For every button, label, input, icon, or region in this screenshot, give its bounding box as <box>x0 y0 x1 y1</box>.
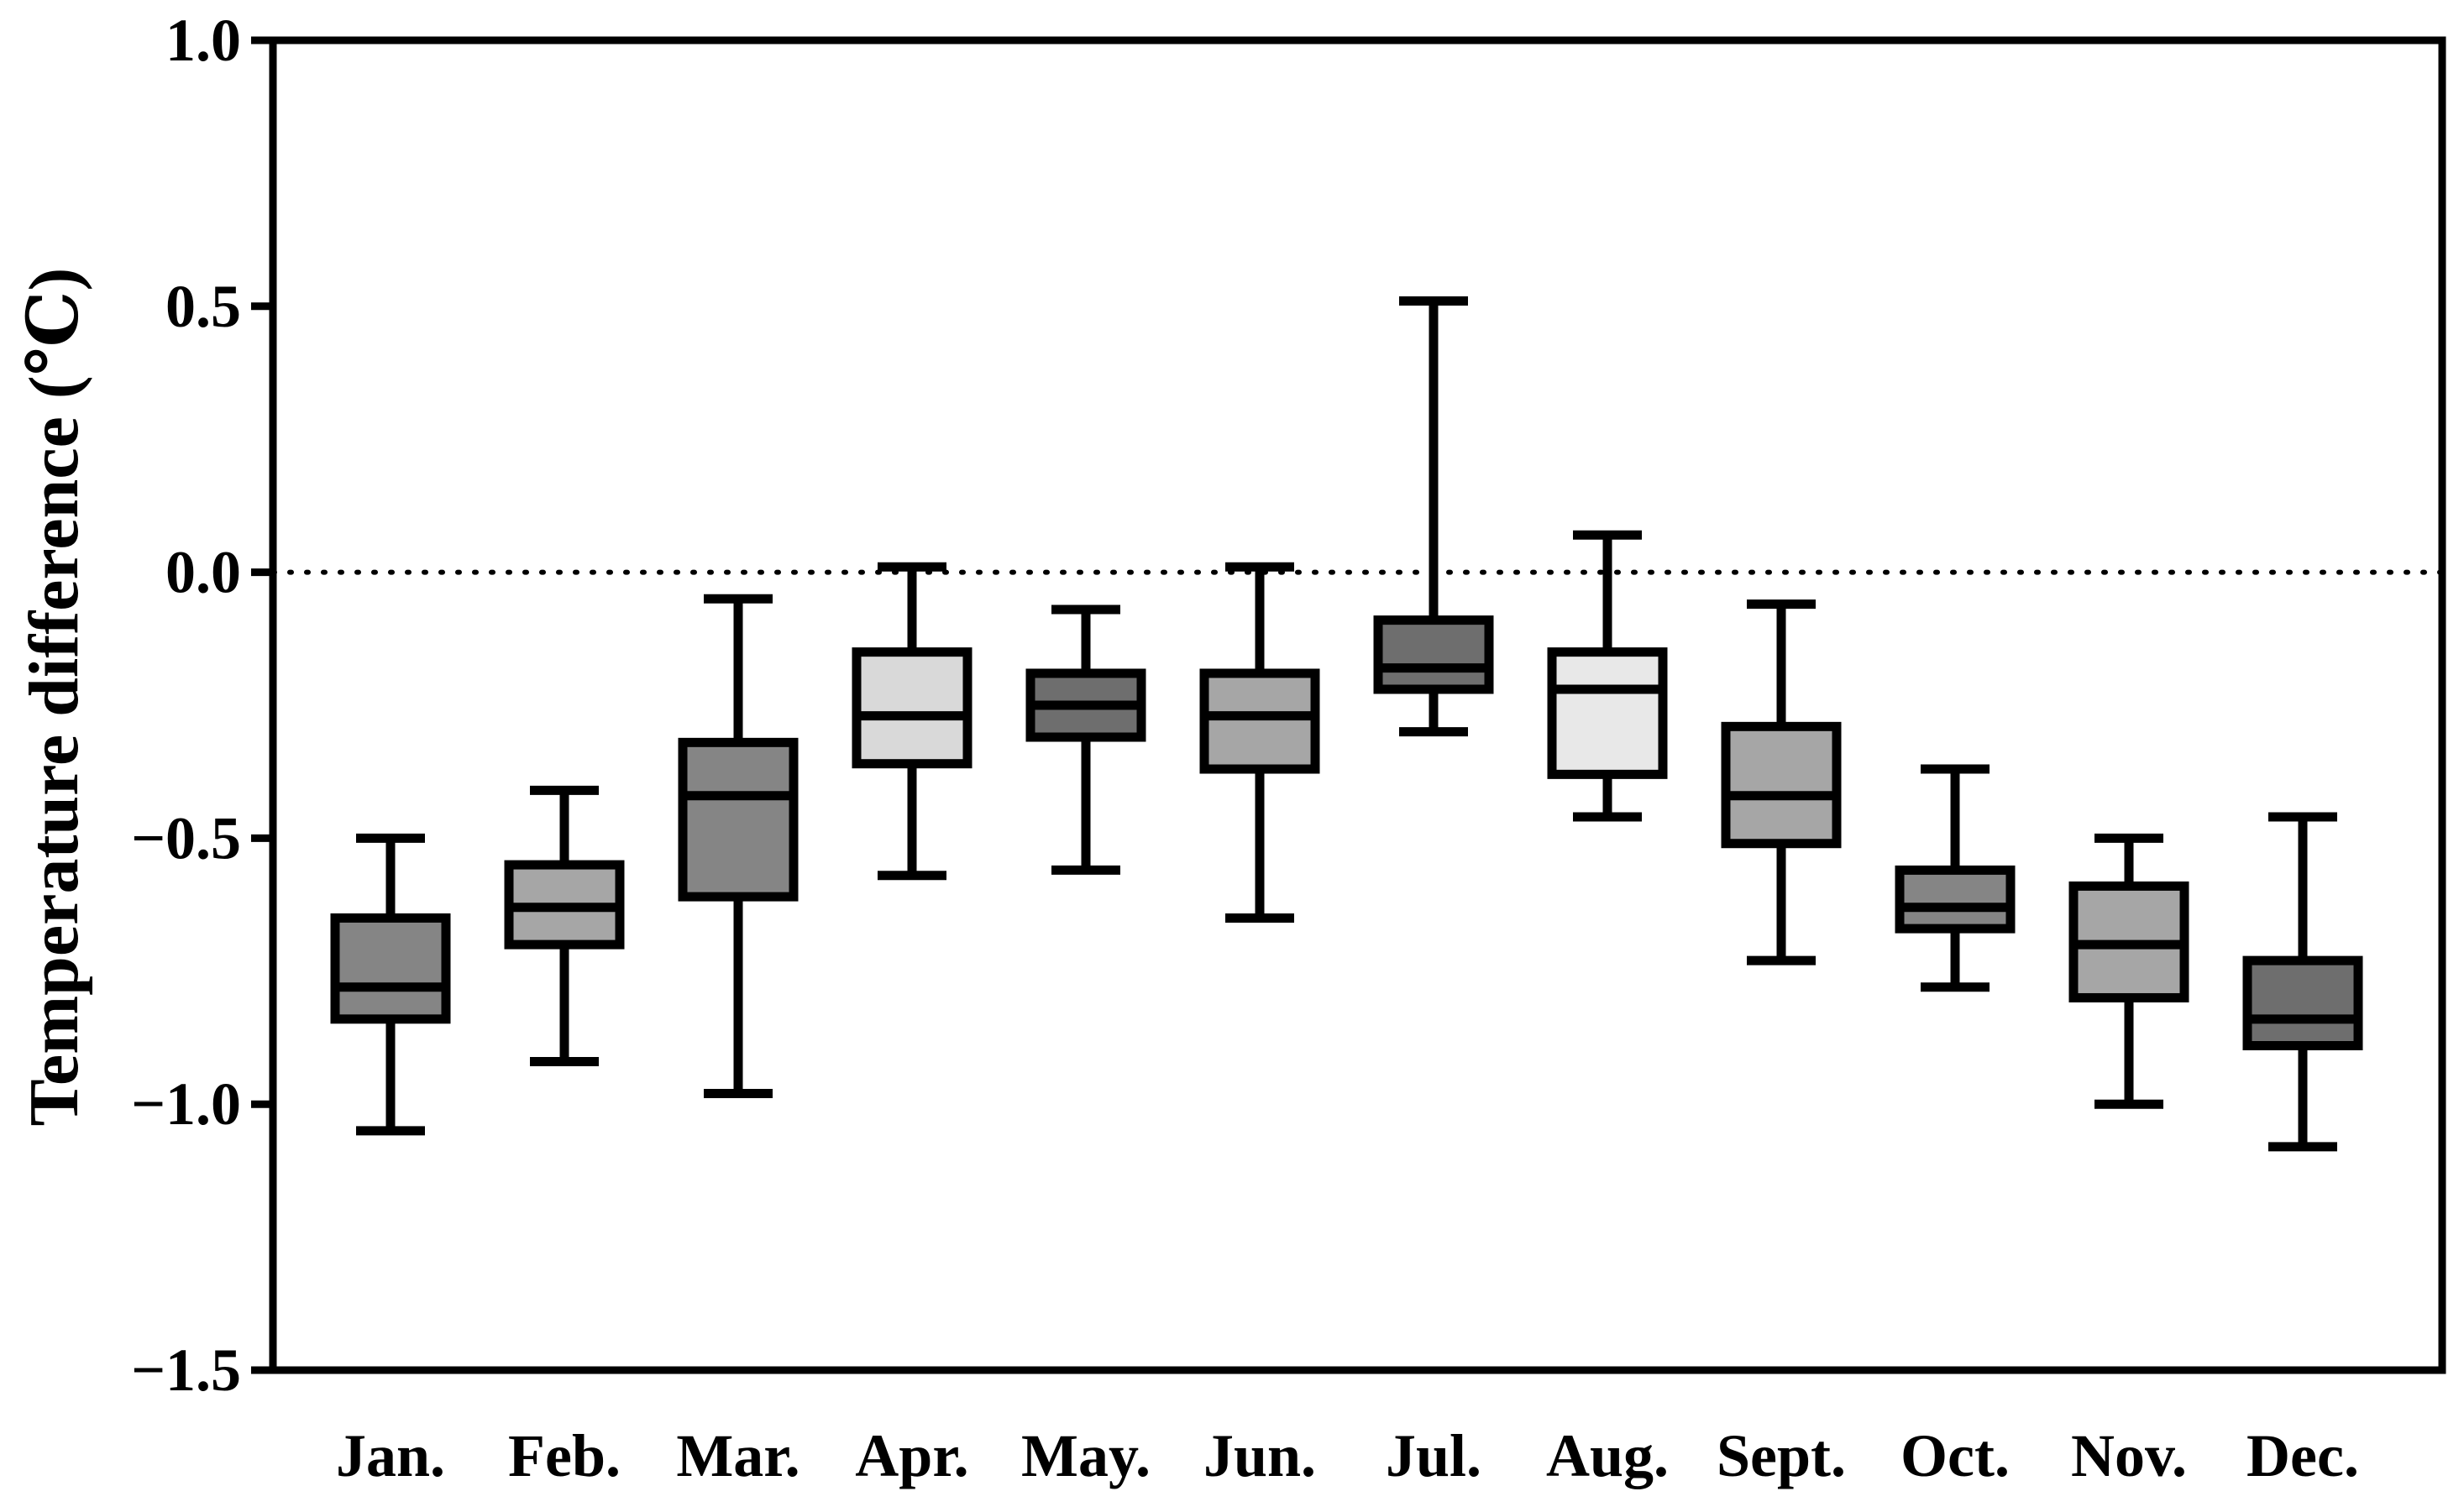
box-5 <box>1025 604 1146 875</box>
plot-frame <box>269 36 2446 1374</box>
box-11 <box>2068 833 2189 1109</box>
box-1 <box>330 833 451 1136</box>
x-tick-label: Dec. <box>2246 1422 2359 1489</box>
iqr-box <box>1547 647 1668 779</box>
box-4 <box>852 562 972 881</box>
iqr-box <box>852 647 972 769</box>
x-tick-label: Aug. <box>1546 1422 1669 1489</box>
x-tick-label: Nov. <box>2071 1422 2187 1489</box>
box-8 <box>1547 530 1668 822</box>
y-tick-label: 0.0 <box>165 539 241 606</box>
x-tick-label: Oct. <box>1900 1422 2010 1489</box>
y-tick-label: −0.5 <box>131 804 241 871</box>
box-10 <box>1895 764 2016 992</box>
iqr-box <box>2242 955 2363 1051</box>
x-axis-ticks: Jan. Feb. Mar. Apr. May. Jun. Jul. Aug. Sept. Oct… <box>336 1422 2359 1489</box>
box-6 <box>1199 562 1320 923</box>
x-tick-label: Feb. <box>508 1422 621 1489</box>
y-tick-label: 0.5 <box>165 273 241 340</box>
x-tick-label: Jan. <box>336 1422 445 1489</box>
box-12 <box>2242 812 2363 1152</box>
iqr-box <box>1721 721 1842 849</box>
y-axis-title: Temperature difference (℃) <box>15 268 93 1127</box>
box-7 <box>1373 296 1494 737</box>
iqr-box <box>1199 668 1320 774</box>
box-2 <box>504 785 625 1067</box>
iqr-box <box>330 913 451 1024</box>
box-3 <box>678 594 799 1099</box>
x-tick-label: Jun. <box>1203 1422 1316 1489</box>
plot-area <box>269 36 2446 1374</box>
x-tick-label: Sept. <box>1717 1422 1846 1489</box>
y-tick-label: −1.0 <box>131 1070 241 1138</box>
y-axis-ticks: 1.0 0.5 0.0 −0.5 −1.0 −1.5 <box>131 7 273 1404</box>
y-tick-label: −1.5 <box>131 1337 241 1404</box>
iqr-box <box>1895 865 2016 934</box>
iqr-box <box>1373 615 1494 694</box>
box-9 <box>1721 599 1842 965</box>
iqr-box <box>678 737 799 902</box>
x-tick-label: May. <box>1021 1422 1151 1489</box>
y-tick-label: 1.0 <box>165 7 241 74</box>
x-tick-label: Jul. <box>1386 1422 1481 1489</box>
x-tick-label: Apr. <box>855 1422 968 1489</box>
x-tick-label: Mar. <box>676 1422 799 1489</box>
